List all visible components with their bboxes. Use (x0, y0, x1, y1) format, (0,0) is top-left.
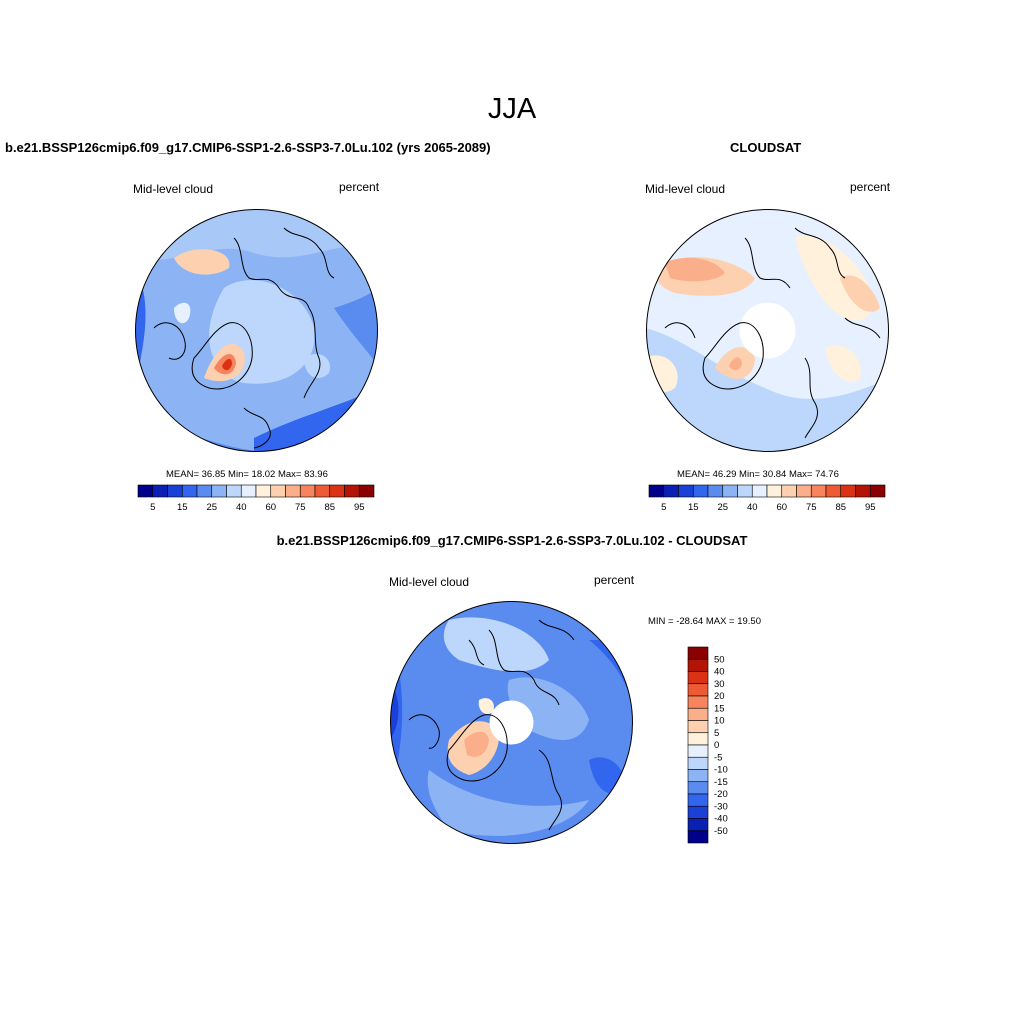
panel3-colorbar-tick-label: 30 (714, 679, 725, 690)
panel3-colorbar-swatch (687, 707, 709, 721)
panel3-colorbar-tick-label: 0 (714, 740, 719, 751)
panel3-colorbar-tick-label: -15 (714, 777, 728, 788)
panel2-colorbar-swatch (737, 484, 753, 498)
panel2-colorbar-tick-label: 85 (835, 502, 846, 513)
panel3-colorbar-tick-label: 15 (714, 703, 725, 714)
panel1-title: b.e21.BSSP126cmip6.f09_g17.CMIP6-SSP1-2.… (5, 140, 491, 155)
panel3-colorbar-swatch (687, 671, 709, 685)
panel3-colorbar-swatch (687, 781, 709, 795)
panel1-colorbar-swatch (226, 484, 242, 498)
panel1-colorbar-swatch (181, 484, 198, 498)
panel2-colorbar: 5 15 25 40 60 75 85 95 (648, 484, 886, 513)
panel3-colorbar-swatch (687, 818, 709, 832)
panel3-colorbar-tick-label: -5 (714, 752, 722, 763)
panel2-colorbar-swatch (855, 484, 871, 498)
panel1-colorbar-swatch (152, 484, 168, 498)
panel3-colorbar-swatch (687, 805, 709, 819)
panel2-colorbar-swatch (869, 484, 886, 498)
panel1-colorbar-tick-label: 15 (177, 502, 188, 513)
panel3-stats: MIN = -28.64 MAX = 19.50 (648, 616, 762, 627)
panel2-colorbar-swatch (707, 484, 724, 498)
panel1-colorbar-tick-label: 40 (236, 502, 247, 513)
panel2-colorbar-tick-label: 40 (747, 502, 758, 513)
panel1-colorbar-swatch (329, 484, 345, 498)
panel3-colorbar-tick-label: -30 (714, 801, 728, 812)
panel1-polar-map (135, 209, 378, 452)
panel2-colorbar-tick-label: 5 (661, 502, 666, 513)
figure-title: JJA (487, 93, 537, 125)
panel3-colorbar-swatch (687, 744, 709, 758)
panel2-colorbar-swatch (663, 484, 679, 498)
panel2-field-label: Mid-level cloud (645, 182, 726, 196)
panel3-colorbar-swatch (687, 793, 709, 807)
panel3-colorbar-tick-label: 50 (714, 654, 725, 665)
panel3-units: percent (594, 573, 635, 587)
panel3-colorbar-swatch (687, 683, 709, 697)
panel1-colorbar-swatch (285, 484, 301, 498)
panel2-polar-map (646, 209, 889, 452)
panel3-colorbar-swatch (687, 695, 709, 709)
panel1-colorbar-swatch (167, 484, 183, 498)
panel1-colorbar-swatch (137, 484, 154, 498)
panel2-colorbar-tick-label: 95 (865, 502, 876, 513)
panel2-colorbar-swatch (810, 484, 827, 498)
panel1-colorbar-swatch (299, 484, 316, 498)
panel2-colorbar-swatch (692, 484, 709, 498)
panel2-colorbar-tick-label: 15 (688, 502, 699, 513)
panel3-colorbar-swatch (687, 646, 709, 660)
panel1-colorbar-swatch (211, 484, 227, 498)
panel1-colorbar-swatch (196, 484, 213, 498)
panel3-title: b.e21.BSSP126cmip6.f09_g17.CMIP6-SSP1-2.… (276, 533, 748, 548)
panel2-colorbar-swatch (840, 484, 856, 498)
panel3-colorbar-swatch (687, 720, 709, 734)
panel2-colorbar-swatch (825, 484, 842, 498)
panel1-units: percent (339, 180, 380, 194)
panel3-colorbar-tick-label: -20 (714, 789, 728, 800)
panel3-colorbar-tick-label: 20 (714, 691, 725, 702)
panel1-colorbar-tick-label: 60 (265, 502, 276, 513)
panel2-colorbar-tick-label: 25 (717, 502, 728, 513)
panel2-colorbar-tick-label: 75 (806, 502, 817, 513)
panel3-colorbar-tick-label: -40 (714, 814, 728, 825)
panel1-colorbar-tick-label: 95 (354, 502, 365, 513)
panel1-colorbar: 5 15 25 40 60 75 85 95 (137, 484, 375, 513)
panel3-colorbar-swatch (687, 830, 709, 844)
panel1-colorbar-swatch (270, 484, 286, 498)
panel1-colorbar-tick-label: 75 (295, 502, 306, 513)
panel3-field-label: Mid-level cloud (389, 575, 470, 589)
panel3-colorbar-tick-label: 10 (714, 716, 725, 727)
panel3-colorbar-swatch (687, 732, 709, 746)
panel1-stats: MEAN= 36.85 Min= 18.02 Max= 83.96 (166, 469, 328, 480)
panel1-colorbar-swatch (344, 484, 360, 498)
panel1-colorbar-swatch (358, 484, 375, 498)
panel1-colorbar-swatch (255, 484, 272, 498)
panel1-colorbar-tick-label: 5 (150, 502, 155, 513)
panel2-colorbar-swatch (796, 484, 812, 498)
panel3-colorbar-tick-label: 40 (714, 667, 725, 678)
panel3-colorbar-tick-label: 5 (714, 728, 719, 739)
panel3-colorbar-tick-label: -50 (714, 826, 728, 837)
panel2-colorbar-swatch (722, 484, 738, 498)
panel2-colorbar-swatch (766, 484, 783, 498)
panel2-units: percent (850, 180, 891, 194)
panel1-colorbar-swatch (314, 484, 331, 498)
panel3-colorbar-swatch (687, 756, 709, 770)
panel2-colorbar-swatch (678, 484, 694, 498)
panel1-colorbar-tick-label: 25 (206, 502, 217, 513)
panel2-colorbar-tick-label: 60 (776, 502, 787, 513)
panel2-colorbar-swatch (751, 484, 768, 498)
panel2-stats: MEAN= 46.29 Min= 30.84 Max= 74.76 (677, 469, 839, 480)
panel3-colorbar-swatch (687, 769, 709, 783)
panel2-colorbar-swatch (648, 484, 665, 498)
panel1-colorbar-tick-label: 85 (324, 502, 335, 513)
panel3-colorbar-tick-label: -10 (714, 765, 728, 776)
panel1-colorbar-swatch (240, 484, 257, 498)
panel3-colorbar-swatch (687, 658, 709, 672)
panel1-field-label: Mid-level cloud (133, 182, 214, 196)
panel2-title: CLOUDSAT (730, 140, 802, 155)
panel3-polar-map (390, 601, 633, 844)
panel2-colorbar-swatch (781, 484, 797, 498)
